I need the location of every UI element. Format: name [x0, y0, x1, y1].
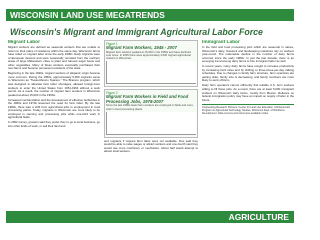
- footer: AGRICULTURE: [6, 211, 294, 223]
- figure-caption: Since the late 1980s fewer farm workers …: [106, 104, 193, 111]
- paragraph: and migrants if migrant farm labor were …: [104, 138, 198, 154]
- figure-plot: [106, 111, 196, 135]
- figure: Figure 2 Migrant Farm Workers in Field an…: [104, 89, 198, 138]
- paragraph: Beginning in the late 1920s, migrant wor…: [8, 71, 100, 97]
- figure-caption: Migrant farm workers peaked at 15,000 in…: [106, 50, 191, 60]
- figure-title: Migrant Farm Workers in Field and Food P…: [106, 94, 189, 104]
- figure-label: Figure 2: [106, 91, 118, 96]
- page: WISCONSIN LAND USE MEGATRENDS Wisconsin'…: [6, 9, 294, 223]
- figure-title: Migrant Farm Workers, 1945 - 2007: [106, 45, 177, 50]
- paragraph: Dairy farm operators cannot efficiently …: [202, 83, 294, 102]
- figure-plot: [106, 61, 196, 85]
- paragraph: Migrant workers are defined as seasonal …: [8, 45, 100, 71]
- paragraph: In 2002 survey, growers said they prefer…: [8, 120, 100, 128]
- right-column: Immigrant Labor In the field and food pr…: [202, 40, 294, 208]
- figures: Figure 1 Migrant Farm Workers, 1945 - 200…: [104, 40, 198, 138]
- paragraphs: In the field and food processing jobs wh…: [202, 45, 294, 102]
- figure-label: Figure 1: [106, 42, 118, 46]
- paragraph: Increased mechanization and the developm…: [8, 97, 100, 120]
- page-title: Wisconsin's Migrant and Immigrant Agricu…: [10, 27, 263, 37]
- paragraph: In the field and food processing jobs wh…: [202, 45, 294, 64]
- figure: Figure 1 Migrant Farm Workers, 1945 - 200…: [104, 40, 198, 88]
- heading: Immigrant Labor: [202, 40, 240, 45]
- heading: Migrant Labor: [8, 40, 40, 45]
- paragraph: In recent years, many dairy farms have s…: [202, 64, 294, 83]
- paragraphs: Migrant workers are defined as seasonal …: [8, 45, 100, 129]
- banner: WISCONSIN LAND USE MEGATRENDS: [6, 9, 294, 21]
- left-column: Migrant Labor Migrant workers are define…: [8, 40, 100, 208]
- references: Cooperating Research Partners: Center fo…: [202, 104, 294, 115]
- paragraphs: and migrants if migrant farm labor were …: [104, 138, 198, 154]
- middle-column: Figure 1 Migrant Farm Workers, 1945 - 200…: [104, 40, 198, 208]
